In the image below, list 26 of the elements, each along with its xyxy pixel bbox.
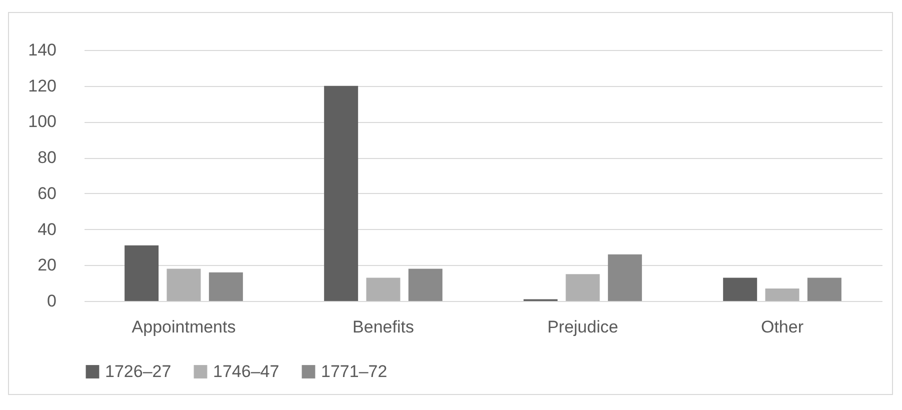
bar [608, 254, 642, 301]
bar [566, 274, 600, 301]
bar [765, 288, 800, 301]
y-tick-label: 100 [28, 112, 56, 132]
y-tick-label: 140 [28, 40, 56, 60]
y-tick-label: 20 [38, 256, 56, 275]
x-tick-label: Benefits [352, 318, 414, 336]
legend-label: 1771–72 [321, 362, 388, 381]
y-tick-label: 60 [38, 184, 56, 203]
bar [324, 86, 358, 301]
bar [208, 272, 243, 301]
bar [807, 278, 842, 301]
x-tick-label: Prejudice [547, 318, 618, 336]
y-tick-label: 80 [38, 148, 56, 168]
y-tick-label: 0 [47, 292, 56, 310]
legend-label: 1726–27 [105, 362, 172, 381]
bar [366, 278, 400, 301]
y-tick-label: 120 [28, 76, 56, 96]
x-tick-label: Other [760, 318, 804, 336]
x-tick-label: Appointments [132, 318, 236, 336]
bar [408, 268, 442, 301]
y-tick-label: 40 [38, 220, 56, 239]
legend-label: 1746–47 [213, 362, 280, 381]
bar [723, 278, 758, 301]
bar [166, 268, 201, 301]
bar [124, 245, 159, 301]
